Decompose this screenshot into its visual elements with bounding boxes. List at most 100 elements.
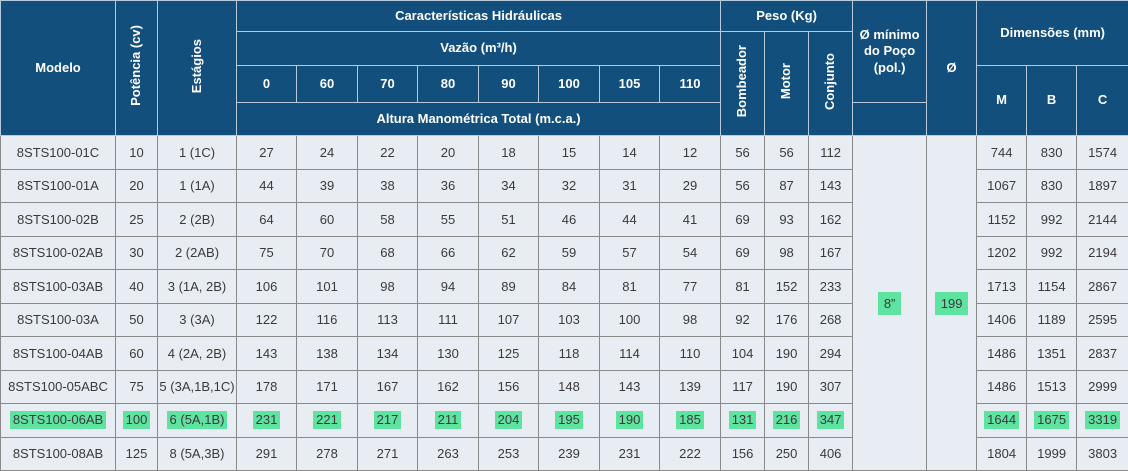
- potencia-cell-value: 50: [129, 312, 144, 328]
- dim-b-cell: 830: [1026, 135, 1078, 170]
- height-cell: 27: [236, 135, 297, 170]
- estagios-cell: 1 (1C): [157, 135, 237, 170]
- height-cell: 34: [478, 168, 539, 203]
- flow-label: 90: [501, 75, 516, 91]
- estagios-cell-value: 1 (1A): [179, 178, 215, 194]
- potencia-cell-value: 75: [129, 379, 144, 395]
- dim-c-cell-value: 2595: [1088, 312, 1118, 328]
- poco-merged-cell: 8”: [852, 135, 928, 471]
- dim-c-cell-value: 2999: [1088, 379, 1118, 395]
- dim-c-cell: 2144: [1076, 202, 1128, 237]
- height-cell-value: 134: [376, 345, 399, 361]
- height-cell: 253: [478, 436, 539, 471]
- dim-c-cell: 2867: [1076, 269, 1128, 304]
- height-cell: 57: [599, 235, 660, 270]
- height-cell-value: 60: [319, 211, 335, 227]
- potencia-cell: 125: [115, 436, 158, 471]
- height-cell: 14: [599, 135, 660, 170]
- dim-b-cell-value: 1513: [1037, 379, 1067, 395]
- dim-c-cell: 2595: [1076, 302, 1128, 337]
- header-estagios-label: Estágios: [188, 38, 204, 93]
- table-row: 8STS100-04AB 60 4 (2A, 2B) 143 138 134 130 125 1…: [0, 336, 1128, 371]
- height-cell: 94: [417, 269, 479, 304]
- motor-cell-value: 176: [775, 312, 798, 328]
- height-cell: 111: [417, 302, 479, 337]
- height-cell: 20: [417, 135, 479, 170]
- dim-m-cell: 1804: [976, 436, 1028, 471]
- modelo-cell-value: 8STS100-01A: [17, 178, 99, 194]
- height-cell: 100: [599, 302, 660, 337]
- height-cell: 195: [538, 403, 600, 438]
- height-cell: 222: [658, 436, 722, 471]
- dim-m-cell: 1152: [976, 202, 1028, 237]
- header-poco: Ø mínimo do Poço (pol.): [852, 0, 928, 103]
- potencia-cell: 60: [115, 336, 158, 371]
- height-cell-value: 66: [440, 245, 456, 261]
- dim-c-cell: 3803: [1076, 436, 1128, 471]
- potencia-cell: 40: [115, 269, 158, 304]
- height-cell: 162: [417, 369, 479, 404]
- height-cell-value: 239: [558, 446, 580, 462]
- estagios-cell: 8 (5A,3B): [157, 436, 237, 471]
- table-row: 8STS100-05ABC 75 5 (3A,1B,1C) 178 171 167 162 1…: [0, 369, 1128, 404]
- motor-cell-value: 56: [779, 144, 794, 160]
- header-flow: 90: [478, 65, 539, 103]
- height-cell: 77: [658, 269, 722, 304]
- conjunto-cell-value: 233: [819, 278, 842, 294]
- dim-b-cell-value: 1675: [1034, 411, 1070, 430]
- dim-m-cell-value: 1152: [987, 211, 1016, 227]
- dim-m-cell-value: 1202: [987, 245, 1017, 261]
- estagios-cell: 2 (2B): [157, 202, 237, 237]
- header-conjunto-label: Conjunto: [822, 52, 838, 110]
- conjunto-cell: 307: [808, 369, 854, 404]
- diam-value: 199: [934, 291, 969, 315]
- estagios-cell: 6 (5A,1B): [157, 403, 237, 438]
- height-cell: 15: [538, 135, 600, 170]
- conjunto-cell: 294: [808, 336, 854, 371]
- height-cell-value: 101: [316, 278, 338, 294]
- table-row: 8STS100-06AB 100 6 (5A,1B) 231 221 217 211 204 1…: [0, 403, 1128, 438]
- height-cell-value: 195: [555, 411, 583, 430]
- header-flow: 110: [658, 65, 722, 103]
- height-cell: 113: [357, 302, 418, 337]
- bombeador-cell: 81: [720, 269, 766, 304]
- bombeador-cell: 156: [720, 436, 766, 471]
- modelo-cell: 8STS100-06AB: [0, 403, 116, 438]
- dim-b-cell-value: 1154: [1037, 278, 1066, 294]
- potencia-cell: 100: [115, 403, 158, 438]
- bombeador-cell: 117: [720, 369, 766, 404]
- height-cell: 211: [417, 403, 479, 438]
- dim-m-cell: 1486: [976, 336, 1028, 371]
- height-cell: 12: [658, 135, 722, 170]
- height-cell: 231: [599, 436, 660, 471]
- dim-c-cell-value: 2837: [1088, 345, 1118, 361]
- modelo-cell: 8STS100-02AB: [0, 235, 116, 270]
- estagios-cell-value: 3 (1A, 2B): [167, 278, 227, 294]
- height-cell-value: 100: [618, 312, 641, 328]
- height-cell-value: 106: [255, 278, 278, 294]
- height-cell: 190: [599, 403, 660, 438]
- potencia-cell: 25: [115, 202, 158, 237]
- dim-m-cell-value: 1713: [987, 278, 1017, 294]
- header-poco-blank: [852, 102, 928, 136]
- height-cell: 110: [658, 336, 722, 371]
- height-cell-value: 27: [259, 144, 274, 160]
- dim-c-cell: 3319: [1076, 403, 1128, 438]
- height-cell: 101: [296, 269, 358, 304]
- height-cell-value: 185: [676, 411, 704, 430]
- header-flow: 60: [296, 65, 358, 103]
- motor-cell-value: 87: [779, 178, 794, 194]
- table-body: 8STS100-01C 10 1 (1C) 27 24 22 20 18 15 14 12 56 56 1…: [0, 135, 1128, 471]
- dim-m-cell: 1067: [976, 168, 1028, 203]
- height-cell-value: 263: [437, 446, 459, 462]
- height-cell-value: 18: [501, 144, 516, 160]
- dim-b-cell: 1351: [1026, 336, 1078, 371]
- header-modelo-label: Modelo: [35, 59, 81, 75]
- height-cell: 89: [478, 269, 539, 304]
- height-cell: 148: [538, 369, 600, 404]
- conjunto-cell-value: 162: [819, 211, 842, 227]
- potencia-cell-value: 100: [122, 411, 151, 430]
- header-vazao-label: Vazão (m³/h): [440, 40, 517, 56]
- estagios-cell: 3 (1A, 2B): [157, 269, 237, 304]
